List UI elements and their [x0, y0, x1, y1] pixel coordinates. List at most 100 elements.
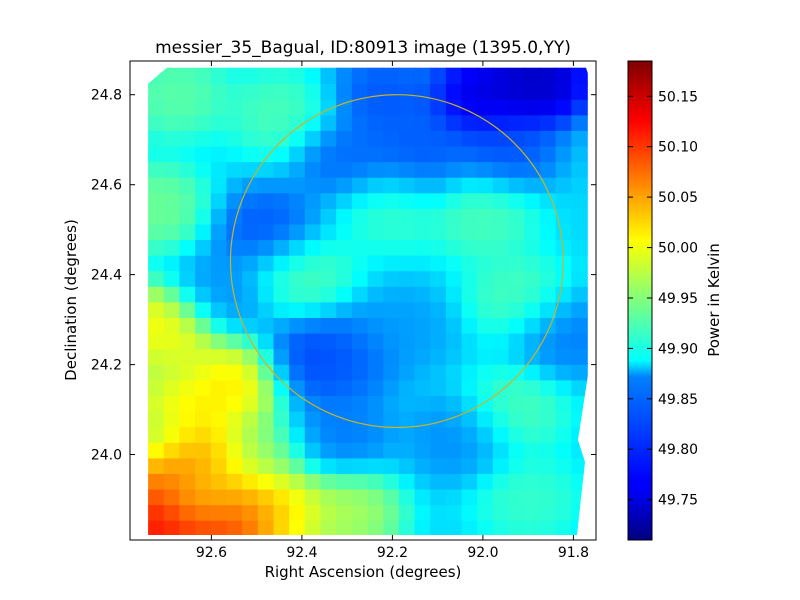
heatmap-cell [304, 83, 322, 100]
heatmap-cell [226, 395, 243, 412]
heatmap-cell [336, 192, 353, 209]
heatmap-cell [398, 473, 416, 490]
heatmap-cell [242, 442, 259, 459]
heatmap-cell [257, 410, 275, 428]
heatmap-cell [210, 67, 228, 85]
heatmap-cell [273, 395, 290, 412]
heatmap-cell [477, 239, 494, 256]
heatmap-cell [524, 176, 541, 194]
heatmap-cell [367, 317, 384, 334]
heatmap-cell [226, 364, 243, 381]
heatmap-cell [398, 286, 416, 303]
heatmap-cell [430, 332, 447, 350]
heatmap-cell [414, 519, 431, 535]
heatmap-cell [477, 223, 494, 241]
heatmap-cell [195, 223, 212, 241]
heatmap-cell [195, 395, 212, 412]
heatmap-cell [179, 332, 196, 350]
heatmap-cell [383, 176, 400, 194]
heatmap-cell [179, 161, 196, 178]
heatmap-cell [163, 192, 181, 209]
heatmap-cell [539, 254, 557, 272]
heatmap-cell [539, 239, 557, 256]
heatmap-cell [492, 364, 510, 381]
heatmap-cell [383, 426, 400, 443]
colorbar-tick-label: 50.05 [658, 190, 698, 206]
heatmap-cell [210, 130, 228, 147]
heatmap-cell [477, 176, 494, 194]
heatmap-cell [555, 442, 573, 459]
heatmap-cell [257, 348, 275, 365]
heatmap-cell [477, 348, 494, 365]
heatmap-cell [273, 317, 290, 334]
heatmap-cell [477, 317, 494, 334]
heatmap-cell [148, 114, 165, 131]
heatmap-cell [273, 208, 290, 225]
heatmap-cell [289, 519, 306, 535]
heatmap-cell [273, 130, 290, 147]
heatmap-cell [555, 239, 573, 256]
heatmap-cell [492, 473, 510, 490]
heatmap-cell [242, 410, 259, 428]
heatmap-cell [445, 379, 463, 396]
heatmap-cell [477, 254, 494, 272]
heatmap-cell [210, 348, 228, 365]
heatmap-cell [351, 192, 369, 209]
heatmap-cell [461, 286, 479, 303]
heatmap-cell [508, 239, 526, 256]
heatmap-cell [273, 301, 290, 318]
heatmap-cell [304, 379, 322, 396]
colorbar-tick-label: 49.85 [658, 392, 698, 408]
heatmap-cell [320, 161, 337, 178]
heatmap-cell [351, 67, 369, 85]
heatmap-cell [414, 286, 431, 303]
heatmap-cell [367, 286, 384, 303]
heatmap-cell [210, 239, 228, 256]
heatmap-cell [492, 488, 510, 506]
heatmap-cell [210, 176, 228, 194]
heatmap-cell [304, 348, 322, 365]
heatmap-cell [555, 332, 573, 350]
heatmap-cell [242, 83, 259, 100]
heatmap-cell [304, 270, 322, 287]
heatmap-cell [195, 442, 212, 459]
heatmap-cell [571, 457, 588, 474]
heatmap-cell [351, 114, 369, 131]
heatmap-cell [477, 364, 494, 381]
x-tick-label: 91.8 [558, 545, 589, 561]
heatmap-cell [179, 410, 196, 428]
heatmap-cell [555, 286, 573, 303]
heatmap-cell [555, 67, 573, 85]
heatmap-cell [461, 504, 479, 521]
heatmap-cell [430, 504, 447, 521]
heatmap-cell [367, 98, 384, 116]
heatmap-cell [508, 286, 526, 303]
heatmap-cell [430, 130, 447, 147]
heatmap-cell [445, 239, 463, 256]
heatmap-cell [508, 130, 526, 147]
heatmap-cell [336, 67, 353, 85]
heatmap-cell [367, 410, 384, 428]
heatmap-cell [320, 473, 337, 490]
heatmap-cell [508, 332, 526, 350]
heatmap-cell [367, 67, 384, 85]
heatmap-cell [210, 457, 228, 474]
heatmap-cell [445, 176, 463, 194]
heatmap-cell [524, 488, 541, 506]
heatmap-cell [492, 176, 510, 194]
heatmap-cell [242, 301, 259, 318]
heatmap-cell [414, 192, 431, 209]
heatmap-cell [383, 348, 400, 365]
heatmap-cell [524, 254, 541, 272]
heatmap-cell [148, 379, 165, 396]
heatmap-cell [524, 332, 541, 350]
heatmap-cell [430, 83, 447, 100]
heatmap-cell [289, 364, 306, 381]
heatmap-cell [414, 161, 431, 178]
y-axis-ticks: 24.0 24.2 24.4 24.6 24.8 [91, 88, 596, 464]
heatmap-cell [242, 98, 259, 116]
heatmap-cell [524, 364, 541, 381]
y-tick-label: 24.8 [91, 88, 122, 104]
heatmap-cell [477, 98, 494, 116]
heatmap-cell [179, 223, 196, 241]
